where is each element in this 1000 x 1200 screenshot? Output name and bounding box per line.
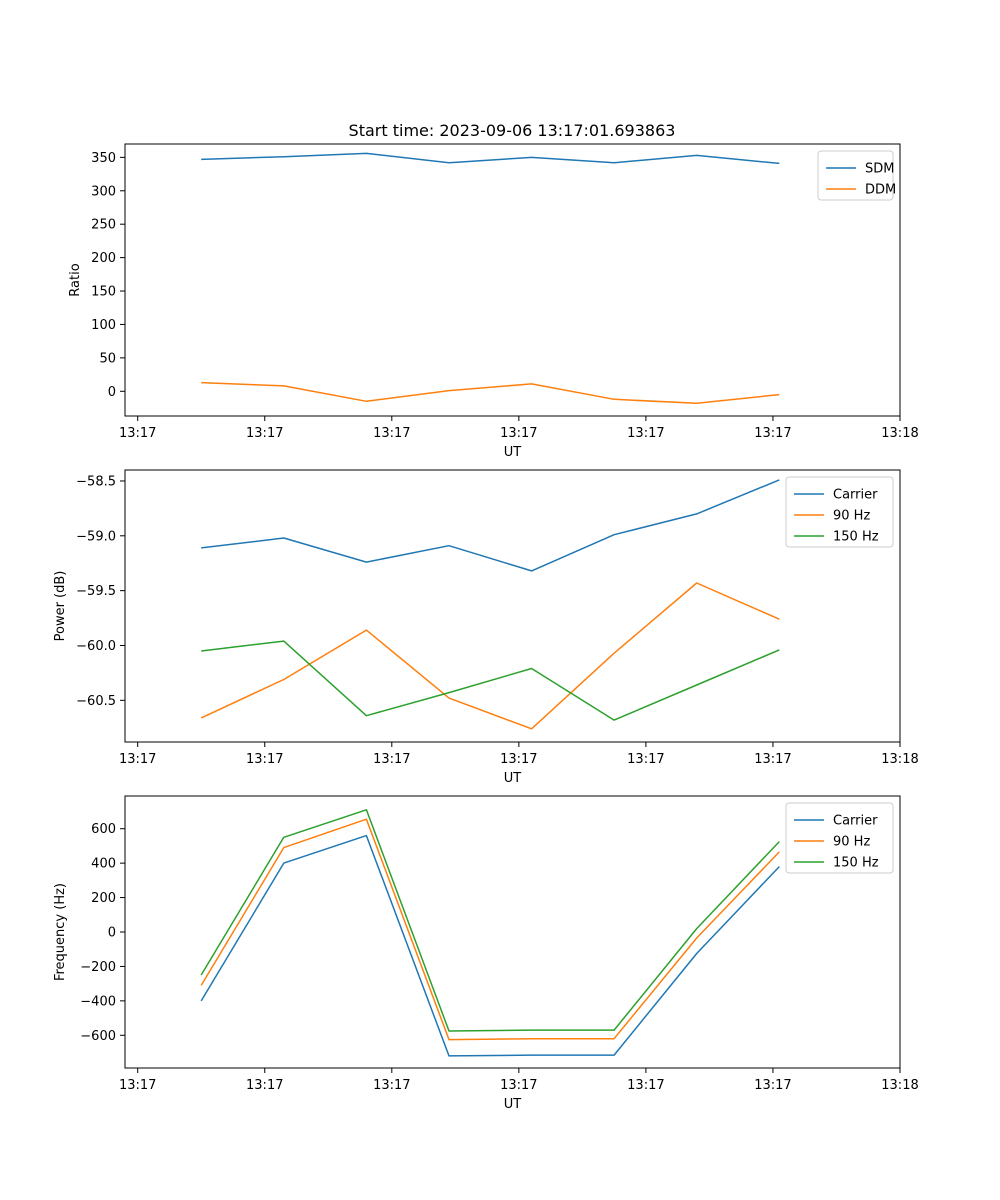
series-line-carrier	[200, 834, 780, 1057]
series-line-carrier	[201, 479, 780, 572]
x-tick-label: 13:17	[373, 426, 410, 441]
y-tick-label: −60.5	[76, 694, 116, 709]
y-tick-label: 400	[91, 857, 116, 872]
y-tick-label: −58.5	[76, 474, 116, 489]
x-axis-label: UT	[504, 771, 522, 786]
plot-area-frame	[124, 143, 901, 417]
x-axis-label: UT	[504, 445, 522, 460]
legend-entry-label: SDM	[865, 162, 894, 177]
series-line-90-hz	[200, 818, 780, 1041]
x-tick-label: 13:17	[754, 426, 791, 441]
legend-box	[817, 150, 894, 201]
x-tick-label: 13:17	[373, 1078, 410, 1093]
series-line-150-hz	[200, 809, 780, 1032]
x-tick-label: 13:18	[881, 426, 918, 441]
y-axis-label: Power (dB)	[53, 571, 68, 642]
y-tick-label: 50	[99, 351, 116, 366]
power-legend: Carrier 90 Hz 150 Hz	[785, 476, 894, 548]
x-tick-label: 13:17	[119, 752, 156, 767]
x-tick-label: 13:17	[500, 426, 537, 441]
x-tick-label: 13:17	[500, 1078, 537, 1093]
frequency-legend: Carrier 90 Hz 150 Hz	[785, 802, 894, 874]
legend-entry-label: Carrier	[833, 814, 878, 829]
legend-entry-label: 90 Hz	[833, 835, 870, 850]
plot-area-frame	[124, 469, 901, 743]
y-axis-label: Ratio	[68, 263, 83, 296]
y-tick-label: 200	[91, 891, 116, 906]
x-tick-label: 13:17	[754, 1078, 791, 1093]
x-tick-label: 13:18	[881, 1078, 918, 1093]
series-line-90-hz	[200, 582, 780, 730]
y-tick-label: −600	[80, 1029, 116, 1044]
y-tick-label: 0	[108, 926, 116, 941]
y-tick-label: −400	[80, 994, 116, 1009]
y-axis-label: Frequency (Hz)	[53, 883, 68, 981]
y-tick-label: 100	[91, 318, 116, 333]
series-line-150-hz	[201, 640, 780, 721]
y-tick-label: 600	[91, 822, 116, 837]
x-tick-label: 13:18	[881, 752, 918, 767]
power-subplot: 13:17 13:17 13:17 13:17 13:17 13:17 13:18 −58.5…	[53, 469, 919, 786]
ratio-legend: SDM DDM	[817, 150, 896, 201]
x-tick-label: 13:17	[627, 1078, 664, 1093]
y-tick-label: 250	[91, 218, 116, 233]
y-tick-label: 300	[91, 184, 116, 199]
x-tick-label: 13:17	[500, 752, 537, 767]
y-tick-label: 0	[108, 385, 116, 400]
x-tick-label: 13:17	[627, 752, 664, 767]
legend-entry-label: DDM	[865, 183, 896, 198]
y-tick-label: −60.0	[76, 639, 116, 654]
frequency-subplot: 13:17 13:17 13:17 13:17 13:17 13:17 13:18 600 40…	[53, 795, 919, 1112]
y-tick-label: 350	[91, 151, 116, 166]
y-tick-label: −59.5	[76, 584, 116, 599]
x-tick-label: 13:17	[119, 426, 156, 441]
x-tick-label: 13:17	[246, 752, 283, 767]
y-tick-label: 200	[91, 251, 116, 266]
x-tick-label: 13:17	[754, 752, 791, 767]
x-tick-label: 13:17	[119, 1078, 156, 1093]
chart-title: Start time: 2023-09-06 13:17:01.693863	[349, 121, 676, 140]
ratio-subplot: Start time: 2023-09-06 13:17:01.693863 1…	[68, 121, 919, 460]
x-tick-label: 13:17	[246, 426, 283, 441]
x-axis-label: UT	[504, 1097, 522, 1112]
legend-entry-label: Carrier	[833, 488, 878, 503]
y-tick-label: −59.0	[76, 529, 116, 544]
legend-entry-label: 90 Hz	[833, 509, 870, 524]
y-tick-label: −200	[80, 960, 116, 975]
x-tick-label: 13:17	[627, 426, 664, 441]
legend-entry-label: 150 Hz	[833, 856, 879, 871]
series-line-ddm	[201, 381, 780, 405]
legend-entry-label: 150 Hz	[833, 530, 879, 545]
x-tick-label: 13:17	[246, 1078, 283, 1093]
x-tick-label: 13:17	[373, 752, 410, 767]
y-tick-label: 150	[91, 285, 116, 300]
series-line-sdm	[201, 152, 780, 165]
